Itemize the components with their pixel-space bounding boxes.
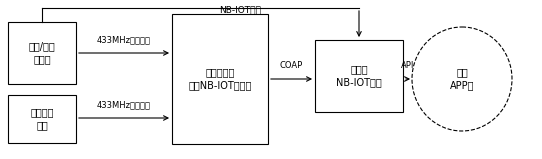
Bar (315, 40, 403, 112)
Text: 声光警报器
（带NB-IOT模块）: 声光警报器 （带NB-IOT模块） (188, 67, 251, 91)
Text: 433MHz无线通讯: 433MHz无线通讯 (97, 100, 151, 109)
Text: NB-IOT通讯: NB-IOT通讯 (219, 5, 261, 14)
Bar (8, 22, 76, 84)
Text: 手动报警
按钮: 手动报警 按钮 (30, 107, 54, 131)
Bar (172, 14, 268, 144)
Text: COAP: COAP (279, 61, 302, 70)
Ellipse shape (412, 27, 512, 131)
Text: 433MHz无线通讯: 433MHz无线通讯 (97, 35, 151, 44)
Text: 手机
APP端: 手机 APP端 (450, 67, 474, 91)
Text: 烟感/温感
探测器: 烟感/温感 探测器 (29, 41, 55, 65)
Text: 物联网
NB-IOT平台: 物联网 NB-IOT平台 (336, 64, 382, 88)
Text: API: API (401, 61, 415, 70)
Bar (8, 95, 76, 143)
